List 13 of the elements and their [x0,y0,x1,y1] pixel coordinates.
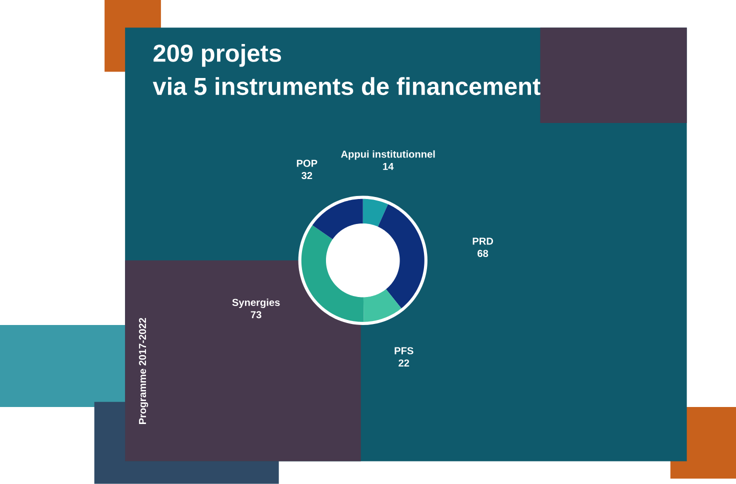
chart-title: 209 projets [154,44,282,67]
data-label: 73 [250,311,262,318]
data-label: 32 [302,172,312,180]
slice-label: POP [296,160,318,167]
data-label: 14 [383,163,394,170]
slice-label: Synergies [232,298,280,308]
text: Programme 2017-2022 [138,318,148,424]
slice-label: PRD [472,238,494,245]
data-label: 68 [478,250,488,258]
slice-label: PFS [394,347,414,354]
chart-subtitle: via 5 instruments de financement [152,77,540,96]
data-label: 22 [398,360,410,367]
slice-label: Appui institutionnel [341,150,435,160]
